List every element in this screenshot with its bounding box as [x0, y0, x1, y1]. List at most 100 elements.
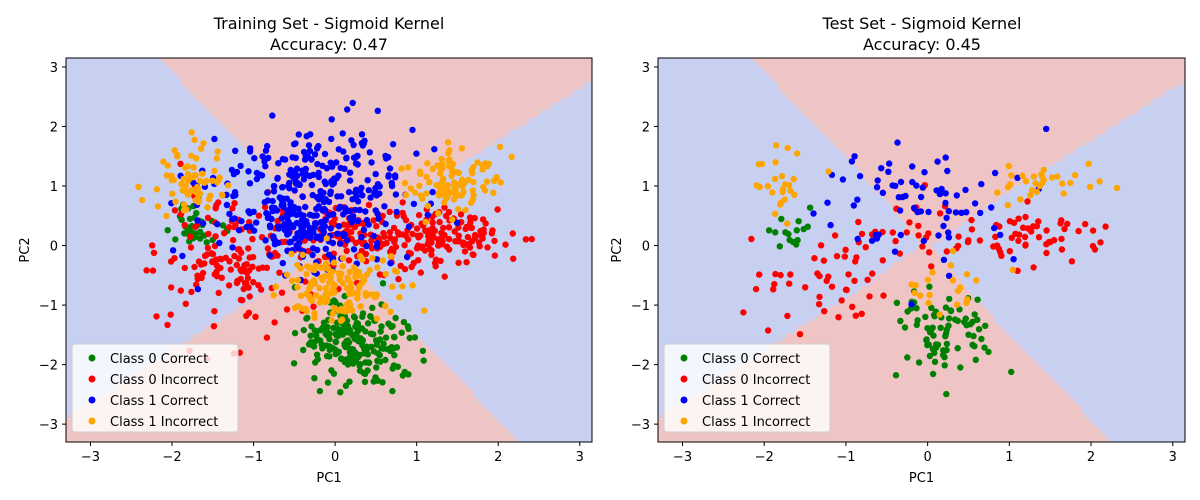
class0-incorrect-point: [441, 204, 448, 211]
class0-incorrect-point: [1015, 231, 1023, 238]
scatter-points: [740, 125, 1121, 398]
legend-label: Class 0 Correct: [110, 352, 208, 367]
class1-correct-point: [343, 155, 350, 162]
class0-correct-point: [377, 358, 384, 365]
class0-correct-point: [351, 353, 358, 360]
class1-correct-point: [305, 142, 313, 149]
class0-correct-point: [382, 334, 390, 341]
axes-frame: [657, 57, 1186, 443]
class1-correct-point: [231, 189, 239, 196]
class0-correct-point: [378, 345, 385, 352]
legend: Class 0 Correct Class 0 Incorrect Class 1 …: [71, 343, 239, 433]
class1-correct-point: [306, 147, 314, 155]
class0-correct-point: [313, 351, 321, 358]
class1-incorrect-point: [135, 183, 142, 190]
class0-incorrect-point: [482, 220, 489, 227]
class1-incorrect-point: [426, 179, 433, 186]
class1-correct-point: [237, 162, 244, 170]
class0-correct-point: [370, 348, 378, 355]
class1-correct-point: [897, 178, 905, 186]
class0-incorrect-point: [491, 237, 498, 245]
class1-incorrect-point: [168, 172, 175, 179]
class1-correct-point: [169, 247, 177, 254]
class0-incorrect-point: [415, 211, 423, 219]
class0-correct-point: [363, 359, 370, 366]
class1-correct-point: [290, 168, 297, 175]
class0-incorrect-point: [210, 323, 218, 330]
class1-incorrect-point: [339, 280, 347, 287]
class0-correct-point: [337, 389, 344, 396]
class1-incorrect-point: [357, 272, 364, 280]
class1-incorrect-point: [1085, 160, 1092, 167]
class1-incorrect-point: [322, 284, 330, 292]
class1-correct-point: [216, 239, 223, 247]
class0-incorrect-point: [310, 303, 317, 310]
x-tick-label: 0: [923, 450, 931, 465]
class1-correct-point: [856, 172, 864, 180]
class0-correct-point: [304, 314, 311, 322]
class0-incorrect-point: [445, 208, 453, 216]
class1-correct-point: [944, 167, 951, 175]
class1-incorrect-point: [405, 164, 412, 171]
test-set-panel: Test Set - Sigmoid Kernel Accuracy: 0.45…: [610, 14, 1186, 486]
class0-correct-point: [307, 332, 314, 339]
class1-incorrect-point: [484, 162, 491, 170]
class1-incorrect-point: [288, 277, 296, 285]
class1-incorrect-point: [787, 187, 794, 194]
class0-incorrect-point: [1097, 239, 1104, 246]
class0-correct-point: [419, 347, 427, 355]
class1-correct-point: [311, 151, 319, 158]
class0-incorrect-point: [494, 206, 501, 213]
class1-incorrect-point: [363, 271, 371, 278]
class0-incorrect-point: [401, 242, 408, 249]
class1-incorrect-point: [323, 235, 330, 242]
class0-incorrect-point: [428, 251, 435, 258]
class0-incorrect-point: [851, 277, 858, 284]
class1-correct-point: [908, 301, 915, 308]
class1-correct-point: [289, 210, 296, 217]
class1-correct-point: [431, 146, 438, 153]
class1-incorrect-point: [200, 140, 207, 147]
class0-correct-point: [778, 215, 785, 223]
class1-correct-point: [350, 213, 357, 220]
class0-incorrect-point: [204, 214, 212, 221]
class0-correct-point: [913, 305, 920, 312]
class1-incorrect-point: [180, 207, 188, 214]
class1-incorrect-point: [450, 183, 458, 190]
class1-incorrect-point: [316, 285, 323, 292]
class0-incorrect-point: [276, 269, 283, 276]
class1-incorrect-point: [1054, 173, 1061, 180]
class1-incorrect-point: [294, 276, 302, 284]
class0-incorrect-point: [880, 292, 887, 299]
class0-incorrect-point: [828, 283, 836, 290]
class1-correct-point: [264, 214, 272, 221]
class1-correct-point: [296, 233, 303, 240]
class1-correct-point: [320, 228, 327, 236]
class0-incorrect-point: [1058, 217, 1065, 224]
class1-incorrect-point: [352, 270, 359, 277]
class0-incorrect-point: [484, 244, 491, 251]
class1-incorrect-point: [917, 292, 924, 299]
class1-incorrect-point: [790, 175, 797, 183]
y-tick-label: −1: [39, 299, 58, 314]
class1-incorrect-point: [772, 210, 779, 217]
y-tick-label: 3: [50, 61, 58, 76]
class1-incorrect-point: [409, 282, 416, 289]
class0-correct-point: [892, 372, 900, 379]
class1-incorrect-point: [329, 268, 336, 275]
class1-incorrect-point: [339, 316, 346, 323]
class0-incorrect-point: [167, 311, 174, 318]
class0-incorrect-point: [488, 230, 496, 237]
class0-incorrect-point: [852, 312, 859, 319]
class0-incorrect-point: [1043, 227, 1050, 234]
class0-incorrect-point: [491, 252, 499, 259]
class0-correct-point: [406, 334, 413, 342]
class1-correct-point: [336, 240, 344, 247]
class0-incorrect-point: [417, 232, 424, 239]
class0-incorrect-point: [211, 271, 218, 278]
class1-correct-point: [303, 133, 310, 140]
class1-correct-point: [909, 163, 916, 170]
class1-correct-point: [374, 190, 381, 197]
class0-incorrect-point: [771, 281, 778, 288]
class1-correct-point: [942, 199, 949, 207]
